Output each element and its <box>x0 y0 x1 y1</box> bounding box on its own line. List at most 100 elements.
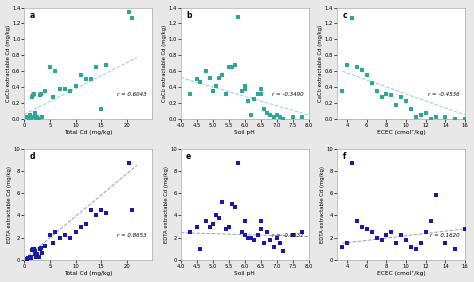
Text: r = -0.4536: r = -0.4536 <box>428 92 460 97</box>
Point <box>25 256 32 261</box>
Point <box>238 230 246 234</box>
Text: r = 0.8653: r = 0.8653 <box>118 233 147 238</box>
Point <box>216 215 223 220</box>
Point <box>225 224 233 229</box>
Point <box>432 114 439 119</box>
Point <box>247 235 255 240</box>
Point <box>363 226 371 231</box>
Point <box>56 235 64 240</box>
Point <box>102 63 110 67</box>
Point <box>187 91 194 96</box>
Point <box>388 230 395 234</box>
Point <box>203 69 210 74</box>
Point <box>407 244 415 249</box>
Point <box>30 91 37 96</box>
Point <box>266 113 274 117</box>
Point <box>264 230 271 234</box>
Point <box>276 115 284 120</box>
Point <box>378 94 385 99</box>
Point <box>26 113 33 117</box>
Point <box>270 244 277 249</box>
Point <box>358 224 365 229</box>
Point <box>193 77 201 81</box>
Point <box>348 161 356 165</box>
Point <box>219 200 226 204</box>
Point <box>31 252 38 257</box>
Point <box>378 238 385 242</box>
Point <box>32 114 40 119</box>
Point <box>348 16 356 20</box>
Point <box>97 107 105 112</box>
Y-axis label: CaCl₂ extractable Cd (mg/kg): CaCl₂ extractable Cd (mg/kg) <box>319 25 323 102</box>
Point <box>209 89 217 93</box>
Point <box>72 230 79 234</box>
Point <box>23 257 31 261</box>
Point <box>368 230 375 234</box>
Y-axis label: EDTA extractable Cd (mg/kg): EDTA extractable Cd (mg/kg) <box>320 166 325 243</box>
Point <box>273 113 281 117</box>
Point <box>257 87 264 91</box>
Point <box>432 193 439 198</box>
Point <box>442 115 449 120</box>
Point <box>32 253 40 258</box>
Point <box>266 238 274 242</box>
Point <box>412 115 420 120</box>
Point <box>427 117 435 121</box>
Point <box>270 115 277 120</box>
Point <box>102 211 110 215</box>
Text: f: f <box>342 152 346 161</box>
Point <box>257 226 264 231</box>
Point <box>251 238 258 242</box>
Point <box>38 114 46 119</box>
Point <box>62 87 69 91</box>
Point <box>212 83 220 88</box>
Point <box>260 107 268 112</box>
Point <box>388 93 395 97</box>
Point <box>49 241 56 246</box>
Point <box>27 255 35 260</box>
Point <box>72 83 79 88</box>
Point <box>402 99 410 104</box>
Point <box>87 77 95 81</box>
Point <box>222 226 229 231</box>
Point <box>36 93 44 97</box>
Point <box>37 245 45 250</box>
Point <box>392 102 400 107</box>
Point <box>128 16 136 20</box>
Point <box>35 254 43 259</box>
Point <box>26 116 33 120</box>
Point <box>46 65 54 69</box>
Point <box>397 233 405 238</box>
Point <box>31 115 38 120</box>
Point <box>32 254 39 259</box>
Point <box>368 81 375 85</box>
Y-axis label: EDTA extractable Cd (mg/kg): EDTA extractable Cd (mg/kg) <box>164 166 169 243</box>
Point <box>461 117 469 121</box>
Point <box>276 241 284 246</box>
Point <box>209 222 217 227</box>
Point <box>251 97 258 101</box>
Point <box>24 255 32 260</box>
Point <box>461 226 469 231</box>
Point <box>289 114 296 119</box>
Point <box>299 115 306 120</box>
Point <box>51 69 59 74</box>
Point <box>343 63 351 67</box>
Point <box>235 161 242 165</box>
Text: c: c <box>342 11 347 20</box>
X-axis label: ECEC (cmol⁺/kg): ECEC (cmol⁺/kg) <box>377 271 426 276</box>
Text: r = -0.0337: r = -0.0337 <box>272 233 303 238</box>
Point <box>97 208 105 212</box>
Point <box>219 73 226 78</box>
Point <box>196 246 204 251</box>
Point <box>264 111 271 116</box>
Point <box>193 224 201 229</box>
Point <box>26 255 33 260</box>
Point <box>231 204 239 209</box>
Point <box>37 91 45 96</box>
Point <box>373 89 381 93</box>
Point <box>87 208 95 212</box>
Point <box>41 89 49 93</box>
Point <box>402 238 410 242</box>
Point <box>31 249 38 253</box>
